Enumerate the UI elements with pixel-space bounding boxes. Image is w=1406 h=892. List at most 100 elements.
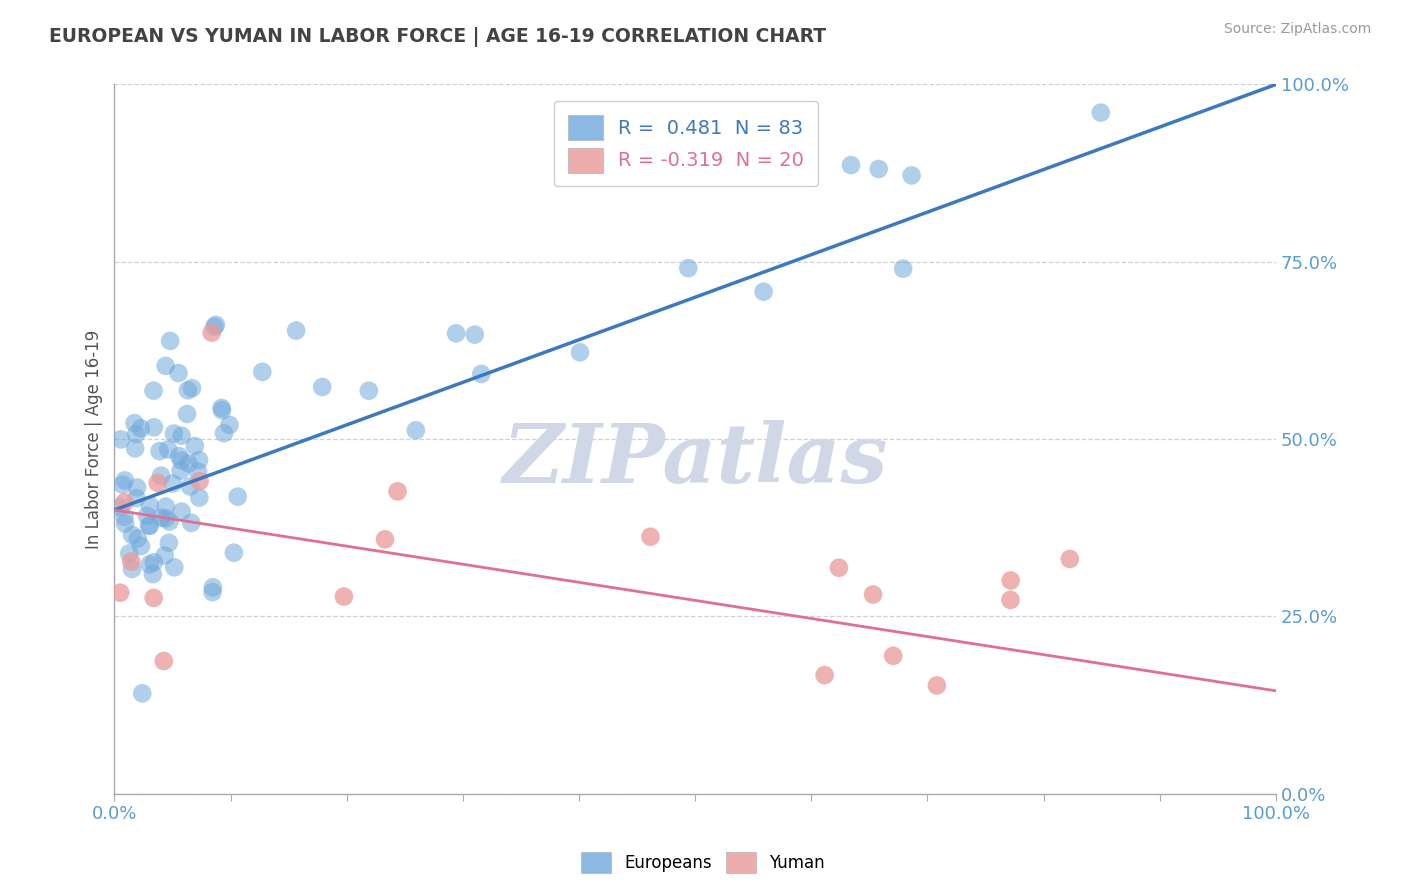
Point [124, 442, 146, 456]
Point [148, 444, 170, 458]
Point [184, 439, 207, 453]
Point [114, 495, 136, 509]
Point [170, 453, 193, 467]
Point [226, 490, 249, 504]
Point [138, 558, 160, 572]
Text: ZIPatlas: ZIPatlas [502, 420, 889, 500]
Point [155, 511, 177, 525]
Point [162, 476, 184, 491]
Point [201, 326, 224, 340]
Point [121, 562, 143, 576]
Point [125, 427, 148, 442]
Point [444, 326, 467, 341]
Point [201, 580, 224, 594]
Point [640, 530, 662, 544]
Point [114, 516, 136, 531]
Legend: Europeans, Yuman: Europeans, Yuman [575, 846, 831, 880]
Point [464, 327, 486, 342]
Point [828, 560, 851, 574]
Point [170, 428, 193, 442]
Point [169, 464, 191, 478]
Point [138, 518, 160, 533]
Point [150, 468, 173, 483]
Point [357, 384, 380, 398]
Point [180, 516, 202, 530]
Point [211, 401, 233, 415]
Point [127, 481, 149, 495]
Point [131, 686, 153, 700]
Point [129, 421, 152, 435]
Point [142, 555, 165, 569]
Point [925, 678, 948, 692]
Point [167, 449, 190, 463]
Point [159, 334, 181, 348]
Point [150, 510, 173, 524]
Point [136, 508, 159, 523]
Point [900, 169, 922, 183]
Point [285, 324, 308, 338]
Point [862, 588, 884, 602]
Point [155, 359, 177, 373]
Point [111, 477, 134, 491]
Point [120, 554, 142, 568]
Point [129, 539, 152, 553]
Point [814, 668, 837, 682]
Point [839, 158, 862, 172]
Point [211, 403, 233, 417]
Point [752, 285, 775, 299]
Point [114, 510, 136, 524]
Point [110, 433, 132, 447]
Point [138, 518, 160, 533]
Point [125, 491, 148, 505]
Point [470, 367, 492, 381]
Point [405, 423, 427, 437]
Point [252, 365, 274, 379]
Point [163, 426, 186, 441]
Point [142, 567, 165, 582]
Point [1000, 593, 1022, 607]
Point [201, 585, 224, 599]
Point [157, 442, 180, 457]
Point [678, 261, 700, 276]
Text: Source: ZipAtlas.com: Source: ZipAtlas.com [1223, 22, 1371, 37]
Point [891, 261, 914, 276]
Point [142, 420, 165, 434]
Point [170, 505, 193, 519]
Y-axis label: In Labor Force | Age 16-19: In Labor Force | Age 16-19 [86, 329, 103, 549]
Point [222, 546, 245, 560]
Point [139, 498, 162, 512]
Point [202, 319, 225, 334]
Point [110, 500, 132, 515]
Point [152, 654, 174, 668]
Point [181, 381, 204, 395]
Point [110, 585, 132, 599]
Point [155, 500, 177, 514]
Point [177, 457, 200, 471]
Point [188, 491, 211, 505]
Point [127, 532, 149, 546]
Point [188, 453, 211, 467]
Point [311, 380, 333, 394]
Point [1000, 574, 1022, 588]
Point [118, 547, 141, 561]
Point [167, 366, 190, 380]
Point [157, 536, 180, 550]
Point [387, 484, 409, 499]
Point [1059, 552, 1081, 566]
Point [176, 407, 198, 421]
Point [121, 528, 143, 542]
Legend: R =  0.481  N = 83, R = -0.319  N = 20: R = 0.481 N = 83, R = -0.319 N = 20 [554, 102, 817, 186]
Point [124, 416, 146, 430]
Point [177, 384, 200, 398]
Point [163, 560, 186, 574]
Point [188, 474, 211, 488]
Point [153, 549, 176, 563]
Point [179, 479, 201, 493]
Point [218, 417, 240, 432]
Point [1090, 105, 1112, 120]
Point [159, 515, 181, 529]
Point [146, 475, 169, 490]
Point [882, 648, 904, 663]
Text: EUROPEAN VS YUMAN IN LABOR FORCE | AGE 16-19 CORRELATION CHART: EUROPEAN VS YUMAN IN LABOR FORCE | AGE 1… [49, 27, 827, 46]
Point [114, 474, 136, 488]
